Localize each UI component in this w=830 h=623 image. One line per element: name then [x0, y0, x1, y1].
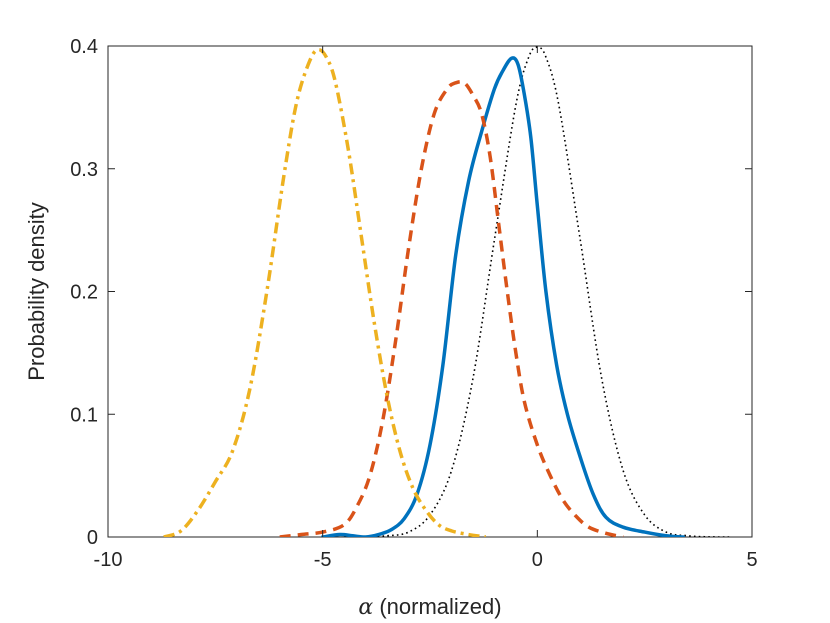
x-axis-title-text: (normalized)	[373, 594, 501, 619]
x-tick-label: -5	[314, 549, 332, 571]
x-axis-title: α (normalized)	[358, 594, 501, 620]
plot-box	[107, 45, 753, 538]
y-tick-label: 0.3	[70, 159, 98, 181]
series-line-dashed-orange	[279, 79, 624, 537]
y-axis-title: Probability density	[24, 202, 49, 381]
tick-layer	[107, 45, 753, 538]
x-axis-symbol: α	[358, 595, 373, 620]
x-tick-label: 5	[746, 549, 757, 571]
x-tick-label: -10	[94, 549, 123, 571]
y-tick-label: 0.1	[70, 404, 98, 426]
y-tick-label: 0	[87, 527, 98, 549]
tick-label-layer: -10 -5 0 5 0 0.1 0.2 0.3 0.4	[70, 36, 757, 571]
series-line-solid-blue	[320, 56, 686, 537]
plot-frame	[107, 45, 753, 538]
y-tick-label: 0.4	[70, 36, 98, 58]
series-line-dashdot-yellow	[163, 47, 487, 537]
y-tick-label: 0.2	[70, 282, 98, 304]
x-tick-label: 0	[532, 549, 543, 571]
